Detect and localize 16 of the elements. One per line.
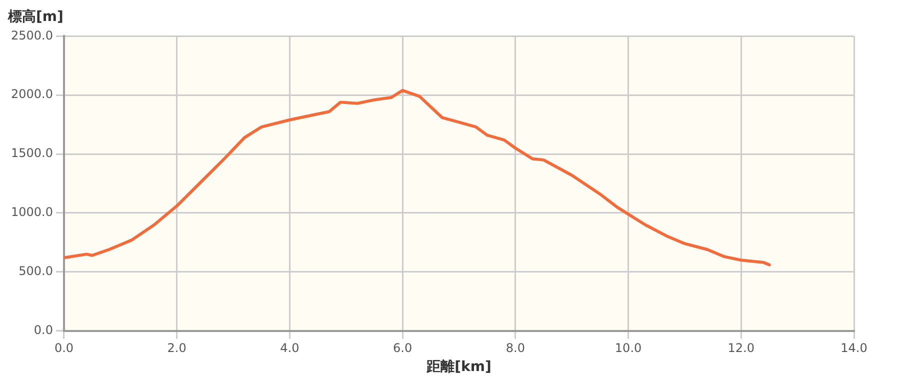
x-axis-title: 距離[km] — [426, 359, 492, 376]
x-tick-label: 12.0 — [728, 341, 754, 356]
y-tick-label: 500.0 — [18, 264, 53, 278]
x-tick-label: 10.0 — [614, 341, 642, 356]
y-tick-label: 1000.0 — [10, 205, 53, 220]
x-tick-label: 0.0 — [54, 341, 74, 356]
y-tick-label: 2000.0 — [10, 87, 53, 102]
y-tick-label: 1500.0 — [10, 146, 53, 160]
y-axis-title: 標高[m] — [8, 8, 64, 26]
y-tick-label: 2500.0 — [10, 28, 53, 42]
x-tick-label: 4.0 — [280, 341, 300, 356]
x-tick-label: 14.0 — [840, 341, 868, 356]
x-tick-label: 8.0 — [506, 341, 525, 356]
x-tick-label: 6.0 — [393, 341, 412, 356]
y-tick-label: 0.0 — [34, 322, 53, 337]
x-tick-label: 2.0 — [167, 341, 186, 356]
